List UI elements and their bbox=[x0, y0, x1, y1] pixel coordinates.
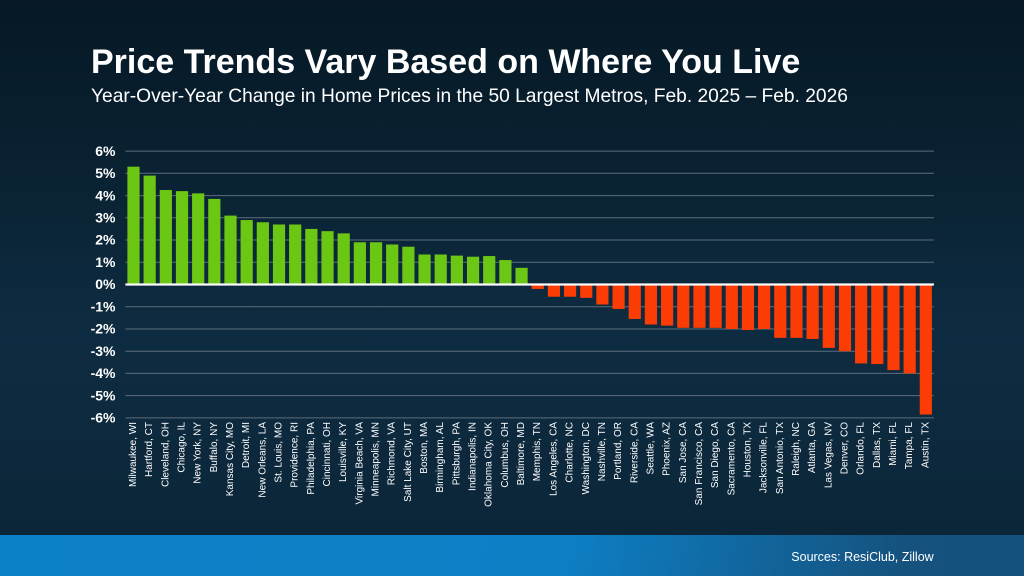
svg-text:Seattle, WA: Seattle, WA bbox=[645, 422, 656, 475]
svg-text:Phoenix, AZ: Phoenix, AZ bbox=[662, 422, 673, 476]
svg-text:5%: 5% bbox=[95, 165, 116, 181]
svg-text:Boston, MA: Boston, MA bbox=[419, 422, 430, 474]
svg-text:San Francisco, CA: San Francisco, CA bbox=[694, 422, 705, 506]
svg-text:Louisville, KY: Louisville, KY bbox=[338, 422, 349, 482]
svg-text:Las Vegas, NV: Las Vegas, NV bbox=[823, 422, 834, 488]
svg-text:Austin, TX: Austin, TX bbox=[920, 422, 931, 468]
svg-text:Dallas, TX: Dallas, TX bbox=[872, 422, 883, 468]
svg-text:Memphis, TN: Memphis, TN bbox=[532, 422, 543, 481]
svg-text:6%: 6% bbox=[95, 143, 116, 159]
svg-text:-5%: -5% bbox=[91, 387, 116, 403]
svg-text:0%: 0% bbox=[95, 276, 116, 292]
svg-text:Birmingham, AL: Birmingham, AL bbox=[435, 422, 446, 493]
svg-text:Hartford, CT: Hartford, CT bbox=[144, 422, 155, 477]
svg-text:Indianapolis, IN: Indianapolis, IN bbox=[468, 422, 479, 491]
svg-text:San Antonio, TX: San Antonio, TX bbox=[775, 422, 786, 494]
svg-text:Jacksonville, FL: Jacksonville, FL bbox=[759, 422, 770, 494]
svg-text:Detroit, MI: Detroit, MI bbox=[241, 422, 252, 468]
svg-text:Virginia Beach, VA: Virginia Beach, VA bbox=[354, 422, 365, 505]
svg-text:Raleigh, NC: Raleigh, NC bbox=[791, 422, 802, 476]
svg-text:Buffalo, NY: Buffalo, NY bbox=[209, 422, 220, 473]
svg-text:1%: 1% bbox=[95, 254, 116, 270]
svg-text:-6%: -6% bbox=[91, 410, 116, 426]
svg-text:San Jose, CA: San Jose, CA bbox=[678, 422, 689, 483]
svg-text:Nashville, TN: Nashville, TN bbox=[597, 422, 608, 481]
svg-text:Cincinnati, OH: Cincinnati, OH bbox=[322, 422, 333, 486]
svg-text:2%: 2% bbox=[95, 232, 116, 248]
svg-text:3%: 3% bbox=[95, 210, 116, 226]
svg-text:Richmond, VA: Richmond, VA bbox=[387, 422, 398, 486]
svg-text:Charlotte, NC: Charlotte, NC bbox=[565, 422, 576, 483]
svg-text:Atlanta, GA: Atlanta, GA bbox=[807, 422, 818, 473]
svg-text:-2%: -2% bbox=[91, 321, 116, 337]
svg-text:Los Angeles, CA: Los Angeles, CA bbox=[548, 422, 559, 496]
svg-text:New York, NY: New York, NY bbox=[193, 422, 204, 484]
svg-text:Philadelphia, PA: Philadelphia, PA bbox=[306, 422, 317, 495]
svg-text:Miami, FL: Miami, FL bbox=[888, 422, 899, 466]
svg-text:Minneapolis, MN: Minneapolis, MN bbox=[371, 422, 382, 496]
svg-text:Milwaukee, WI: Milwaukee, WI bbox=[128, 422, 139, 487]
svg-text:San Diego, CA: San Diego, CA bbox=[710, 422, 721, 488]
svg-text:Houston, TX: Houston, TX bbox=[742, 422, 753, 478]
svg-text:St. Louis, MO: St. Louis, MO bbox=[274, 422, 285, 483]
svg-text:Chicago, IL: Chicago, IL bbox=[177, 422, 188, 473]
svg-text:Tampa, FL: Tampa, FL bbox=[904, 422, 915, 470]
svg-text:Providence, RI: Providence, RI bbox=[290, 422, 301, 488]
svg-text:Columbus, OH: Columbus, OH bbox=[500, 422, 511, 488]
svg-text:-1%: -1% bbox=[91, 298, 116, 314]
svg-text:Baltimore, MD: Baltimore, MD bbox=[516, 422, 527, 485]
svg-text:Portland, OR: Portland, OR bbox=[613, 422, 624, 480]
svg-text:Cleveland, OH: Cleveland, OH bbox=[160, 422, 171, 487]
svg-text:Salt Lake City, UT: Salt Lake City, UT bbox=[403, 422, 414, 502]
svg-text:Orlando, FL: Orlando, FL bbox=[856, 422, 867, 475]
svg-text:Oklahoma City, OK: Oklahoma City, OK bbox=[484, 422, 495, 507]
svg-text:-4%: -4% bbox=[91, 365, 116, 381]
svg-text:4%: 4% bbox=[95, 187, 116, 203]
svg-text:-3%: -3% bbox=[91, 343, 116, 359]
svg-text:Washington, DC: Washington, DC bbox=[581, 422, 592, 494]
svg-text:Kansas City, MO: Kansas City, MO bbox=[225, 422, 236, 496]
svg-text:New Orleans, LA: New Orleans, LA bbox=[257, 422, 268, 498]
svg-text:Denver, CO: Denver, CO bbox=[839, 422, 850, 474]
svg-text:Riverside, CA: Riverside, CA bbox=[629, 422, 640, 483]
svg-text:Pittsburgh, PA: Pittsburgh, PA bbox=[451, 422, 462, 486]
svg-text:Sacramento, CA: Sacramento, CA bbox=[726, 422, 737, 496]
